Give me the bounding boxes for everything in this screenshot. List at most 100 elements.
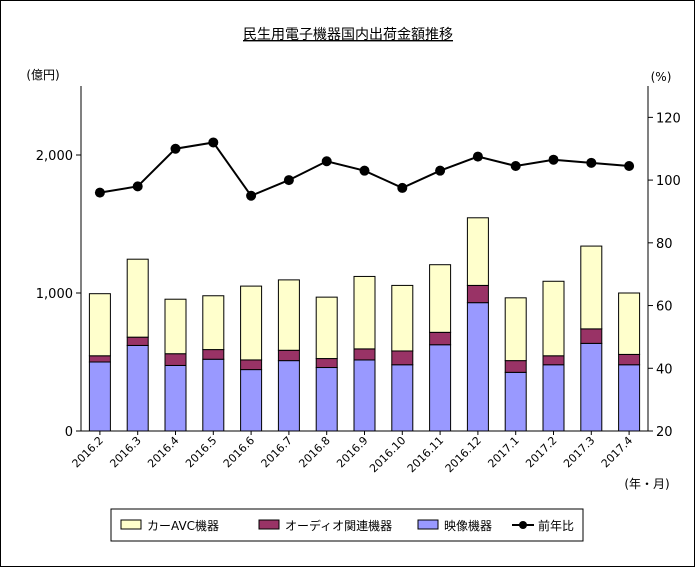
bar-segment [164,298,187,355]
left-axis-unit: (億円) [26,68,59,82]
right-tick-label: 80 [656,237,673,252]
bar-segment [542,280,565,357]
legend-swatch [120,519,142,530]
chart-title: 民生用電子機器国内出荷金額推移 [243,27,453,43]
bar-segment [429,344,452,432]
bar-segment [202,295,225,351]
bar-segment [353,275,376,350]
x-tick-label: 2016.4 [145,434,181,470]
bar-segment [164,353,187,366]
yoy-point [397,182,408,193]
yoy-point [548,154,559,165]
bar-segment [88,293,111,357]
legend-label: 前年比 [538,518,574,533]
right-tick-label: 120 [656,111,681,126]
x-tick-label: 2016.3 [107,434,143,470]
legend-box [110,508,584,542]
x-tick-label: 2017.4 [599,434,635,470]
x-axis-unit: (年・月) [624,477,669,491]
legend-label: オーディオ関連機器 [285,518,392,533]
bar-segment [315,367,338,432]
bar-segment [240,359,263,371]
bar-segment [466,217,489,286]
bar-segment [618,364,641,432]
bar-segment [391,350,414,366]
x-tick-label: 2017.2 [523,434,559,470]
bar-segment [315,296,338,360]
x-tick-label: 2016.7 [259,434,295,470]
left-tick-label: 0 [65,425,73,440]
bar-segment [466,302,489,432]
bar-segment [542,355,565,366]
bar-segment [466,284,489,304]
yoy-point [359,165,370,176]
x-tick-label: 2016.5 [183,434,219,470]
bar-segment [202,349,225,360]
bar-segment [202,358,225,432]
bar-segment [542,364,565,432]
bar-segment [126,344,149,432]
yoy-point [208,137,219,148]
left-tick-label: 1,000 [36,287,73,302]
x-tick-label: 2017.1 [485,434,521,470]
bar-segment [126,336,149,346]
right-tick-label: 20 [656,425,673,440]
bar-segment [618,292,641,355]
yoy-point [586,157,597,168]
legend-label: 映像機器 [444,518,492,533]
bar-segment [504,360,527,373]
yoy-point [510,160,521,171]
x-tick-label: 2016.6 [221,434,257,470]
bar-segment [429,264,452,333]
yoy-point [132,181,143,192]
bar-segment [88,355,111,363]
bar-segment [353,359,376,432]
bar-segment [504,297,527,362]
x-tick-label: 2016.12 [443,434,484,475]
bar-segment [391,364,414,432]
bar-segment [88,361,111,432]
yoy-point [472,151,483,162]
right-axis-unit: (%) [651,70,672,84]
bars-group [88,217,641,432]
bar-segment [315,358,338,369]
bar-segment [504,371,527,432]
bar-segment [240,285,263,361]
bar-segment [277,349,300,362]
bar-segment [580,328,603,344]
left-tick-label: 2,000 [36,149,73,164]
yoy-point [321,156,332,167]
bar-segment [240,369,263,432]
bar-segment [580,245,603,330]
legend-swatch [258,519,280,530]
legend-swatch [417,519,439,530]
yoy-point [246,190,257,201]
x-tick-label: 2017.3 [561,434,597,470]
yoy-point [435,165,446,176]
legend-items: カーAVC機器 オーディオ関連機器 映像機器 前年比 [120,518,574,533]
bar-segment [580,342,603,432]
x-tick-label: 2016.9 [334,434,370,470]
legend: カーAVC機器 オーディオ関連機器 映像機器 前年比 [110,508,584,542]
x-tick-label: 2016.2 [70,434,106,470]
bar-segment [391,284,414,352]
bar-segment [429,331,452,346]
x-tick-label: 2016.11 [405,434,446,475]
legend-marker [519,521,527,529]
yoy-point [624,160,635,171]
yoy-line-group [94,137,635,201]
bar-segment [353,348,376,361]
x-tick-label: 2016.8 [296,434,332,470]
bar-segment [164,364,187,432]
bar-segment [618,353,641,366]
yoy-point [283,175,294,186]
bar-segment [277,279,300,351]
right-tick-label: 60 [656,300,673,315]
right-tick-label: 100 [656,174,681,189]
yoy-point [170,143,181,154]
right-tick-label: 40 [656,362,673,377]
legend-label: カーAVC機器 [147,518,219,533]
yoy-point [94,187,105,198]
